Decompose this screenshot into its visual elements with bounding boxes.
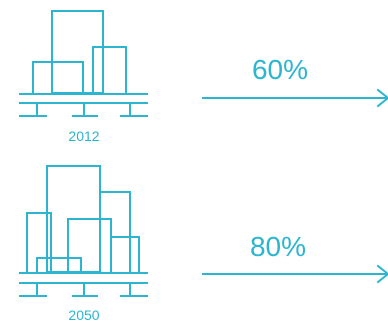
row-2012: 2012 60% — [19, 10, 388, 144]
percent-label-80: 80% — [250, 231, 306, 262]
year-label-2050: 2050 — [68, 307, 99, 323]
year-label-2012: 2012 — [68, 128, 99, 144]
row-2050: 2050 80% — [19, 165, 388, 323]
pallet-boxes-2012-icon — [19, 10, 148, 117]
percent-label-60: 60% — [252, 54, 308, 85]
pallet-boxes-2050-icon — [19, 165, 148, 297]
arrow-right-icon — [202, 88, 388, 108]
arrow-right-icon — [202, 264, 388, 284]
